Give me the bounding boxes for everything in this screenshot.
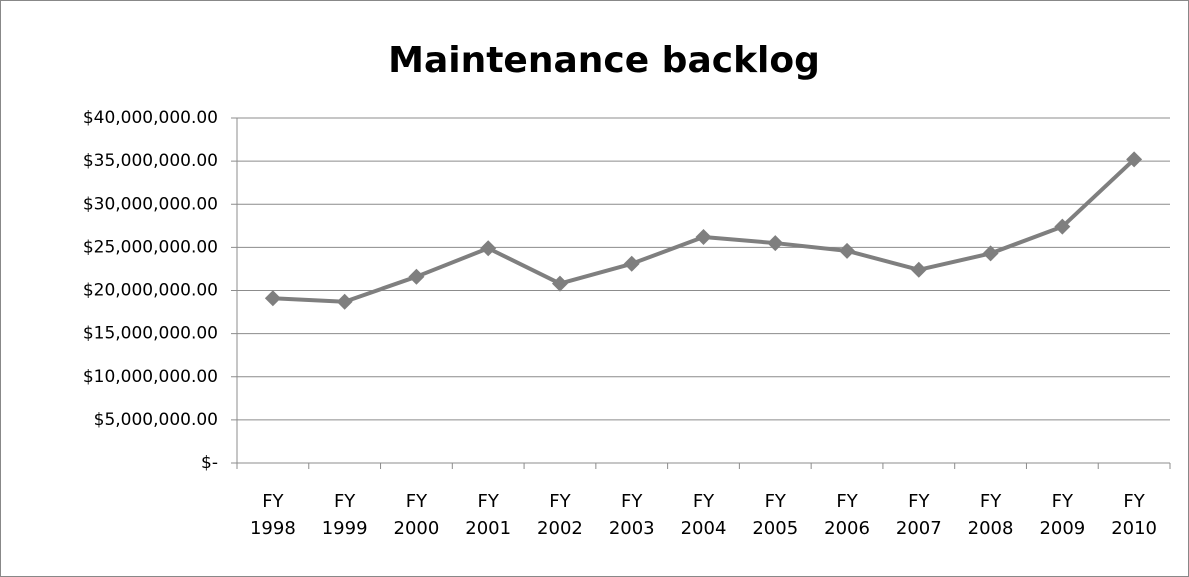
marker: [767, 235, 784, 252]
marker: [408, 268, 425, 285]
marker: [695, 229, 712, 246]
marker: [1054, 218, 1071, 235]
marker: [551, 275, 568, 292]
y-tick-label: $15,000,000.00: [83, 324, 218, 344]
x-tick-label: FY 2000: [393, 491, 440, 539]
marker: [1126, 151, 1143, 168]
chart-title: Maintenance backlog: [388, 40, 820, 81]
x-tick-label: FY 2006: [824, 491, 870, 539]
y-tick-label: $40,000,000.00: [83, 108, 218, 128]
x-tick-label: FY 2004: [680, 491, 727, 539]
y-tick-label: $20,000,000.00: [83, 281, 218, 301]
y-tick-label: $-: [201, 453, 218, 473]
y-tick-label: $35,000,000.00: [83, 151, 218, 171]
x-tick-label: FY 1999: [321, 491, 368, 539]
y-tick-label: $30,000,000.00: [83, 194, 218, 214]
x-tick-label: FY 2002: [537, 491, 583, 539]
x-tick-label: FY 2007: [895, 491, 942, 539]
marker: [623, 255, 640, 272]
marker: [264, 290, 281, 307]
y-tick-label: $5,000,000.00: [94, 410, 218, 430]
x-tick-label: FY 2009: [1039, 491, 1086, 539]
marker: [910, 261, 927, 278]
marker: [480, 240, 497, 257]
y-tick-label: $10,000,000.00: [83, 367, 218, 387]
x-tick-label: FY 2005: [752, 491, 799, 539]
marker: [982, 245, 999, 262]
x-tick-label: FY 1998: [249, 491, 296, 539]
marker: [336, 293, 353, 310]
x-tick-label: FY 2003: [608, 491, 655, 539]
x-tick-label: FY 2008: [967, 491, 1014, 539]
x-tick-label: FY 2010: [1111, 491, 1158, 539]
y-tick-label: $25,000,000.00: [83, 237, 218, 257]
marker: [839, 242, 856, 259]
x-tick-label: FY 2001: [465, 491, 512, 539]
